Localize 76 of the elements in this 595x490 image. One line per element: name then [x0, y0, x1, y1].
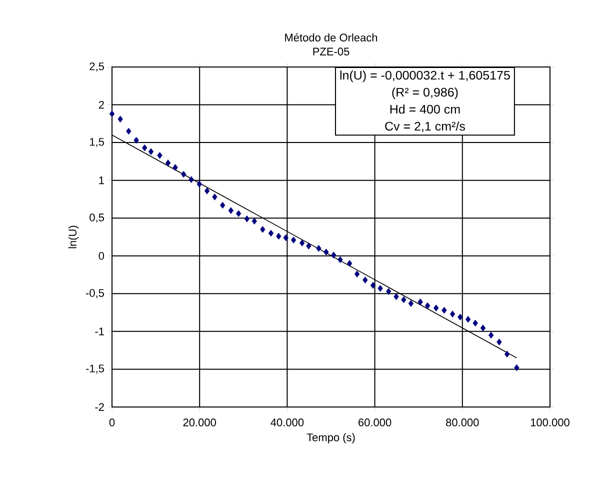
point	[480, 324, 486, 332]
point	[504, 350, 510, 358]
point	[324, 248, 329, 256]
point	[157, 152, 162, 159]
annotation: Cv = 2,1 cm²/s	[385, 121, 465, 132]
point	[338, 256, 343, 264]
point	[236, 210, 242, 217]
annotation: ln(U) = -0,000032.t + 1,605175	[340, 70, 510, 82]
point	[386, 288, 392, 295]
point	[134, 136, 139, 144]
point	[458, 314, 463, 320]
point	[347, 260, 352, 267]
y-tick-label: 1,5	[90, 138, 104, 148]
point	[142, 144, 148, 152]
point	[418, 298, 423, 306]
y-tick-label: 0,5	[90, 214, 104, 223]
point	[283, 234, 288, 242]
point	[354, 270, 360, 278]
point	[126, 128, 132, 135]
point	[148, 148, 154, 156]
x-tick-label: 40.000	[270, 418, 304, 426]
point	[434, 304, 439, 312]
x-axis-title: Tempo (s)	[306, 433, 355, 444]
point	[472, 320, 478, 327]
x-tick-label: 0	[109, 418, 115, 426]
point	[252, 218, 257, 225]
point	[212, 194, 218, 200]
point	[316, 244, 322, 252]
y-tick-label: -0,5	[86, 289, 104, 298]
point	[181, 170, 186, 178]
point	[378, 284, 383, 292]
point	[394, 293, 399, 300]
point	[465, 316, 471, 323]
y-tick-label: -2	[95, 403, 104, 411]
point	[268, 230, 274, 237]
point	[165, 160, 171, 166]
chart-title: Método de Orleach	[285, 33, 378, 42]
point	[260, 226, 266, 233]
chart-subtitle: PZE-05	[313, 48, 350, 56]
x-tick-label: 80.000	[446, 418, 479, 426]
point	[204, 188, 210, 194]
point	[290, 236, 296, 244]
point	[442, 306, 447, 314]
point	[362, 276, 368, 284]
point	[276, 232, 282, 240]
point	[299, 240, 305, 246]
x-tick-label: 20.000	[183, 418, 216, 426]
point	[196, 180, 202, 188]
y-tick-label: 1	[99, 176, 104, 184]
point	[514, 364, 520, 372]
x-tick-label: 100.000	[530, 418, 570, 426]
annotation: (R² = 0,986)	[392, 87, 458, 100]
point	[306, 242, 312, 250]
point	[450, 310, 456, 318]
annotation: Hd = 400 cm	[390, 104, 460, 114]
y-tick-label: 2	[98, 100, 104, 109]
point	[370, 282, 376, 289]
point	[188, 176, 194, 183]
point	[172, 164, 178, 171]
point	[118, 116, 123, 123]
point	[331, 252, 336, 259]
x-tick-label: 60.000	[358, 418, 392, 426]
y-tick-label: -1,5	[86, 364, 104, 374]
y-tick-label: 0	[98, 252, 104, 260]
point	[488, 332, 494, 339]
y-tick-label: -1	[95, 328, 104, 336]
point	[244, 215, 250, 222]
y-axis-title: ln(U)	[68, 226, 79, 248]
point	[496, 338, 502, 346]
point	[109, 110, 115, 118]
y-tick-label: 2,5	[90, 62, 104, 72]
point	[401, 296, 406, 304]
point	[408, 300, 414, 307]
point	[220, 202, 226, 209]
point	[228, 207, 234, 214]
point	[424, 302, 430, 310]
